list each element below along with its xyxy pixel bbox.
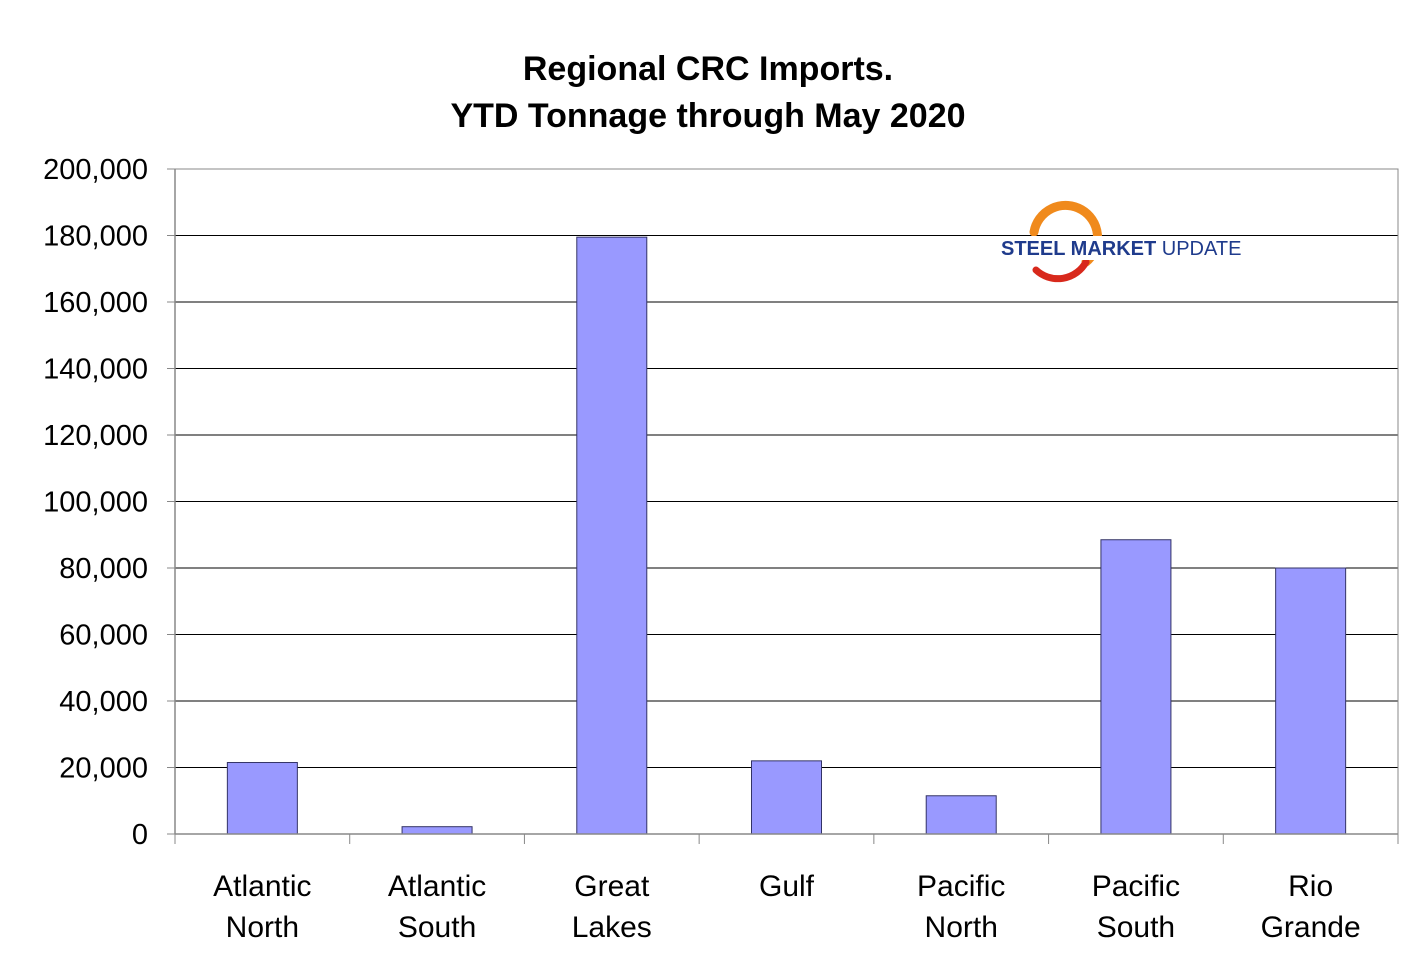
bar-pacific-south [1100,539,1172,835]
bar-rio-grande [1275,567,1347,835]
bar-gulf [751,760,822,835]
y-tick-label: 120,000 [43,420,148,452]
logo-swoosh-red [1032,258,1090,283]
x-category-label: Atlantic South [388,870,486,944]
bars [226,236,1347,835]
y-tick-label: 80,000 [59,553,148,585]
x-category-label: Atlantic North [213,870,311,944]
x-category-label: Great Lakes [572,870,652,944]
x-category-label: Pacific South [1092,870,1180,944]
y-tick-label: 140,000 [43,354,148,386]
bar-great-lakes [576,236,648,835]
y-tick-label: 20,000 [59,753,148,785]
logo-text-backdrop [1000,236,1236,260]
y-tick-label: 100,000 [43,487,148,519]
y-tick-label: 160,000 [43,287,148,319]
y-tick-label: 200,000 [43,154,148,186]
y-tick-label: 180,000 [43,221,148,253]
y-tick-labels: 0 20,000 40,000 60,000 80,000 100,000 120,000 1… [43,154,148,851]
y-tick-label: 60,000 [59,620,148,652]
y-tick-label: 40,000 [59,686,148,718]
steel-market-update-logo: STEEL MARKET UPDATE [1000,200,1241,283]
axes [167,168,1399,844]
x-category-labels: Atlantic North Atlantic South Great Lakes Gulf… [213,870,1361,944]
bar-pacific-north [925,795,997,835]
chart-title: Regional CRC Imports. YTD Tonnage through… [450,50,965,135]
chart-title-line-2: YTD Tonnage through May 2020 [450,97,965,135]
x-category-label: Pacific North [917,870,1005,944]
x-category-label: Gulf [759,870,815,903]
y-tick-label: 0 [132,819,148,851]
bar-atlantic-south [401,826,473,835]
x-category-label: Rio Grande [1261,870,1361,944]
logo-wordmark: STEEL MARKET UPDATE [1001,238,1241,260]
bar-atlantic-north [226,762,298,835]
chart-title-line-1: Regional CRC Imports. [523,50,893,88]
